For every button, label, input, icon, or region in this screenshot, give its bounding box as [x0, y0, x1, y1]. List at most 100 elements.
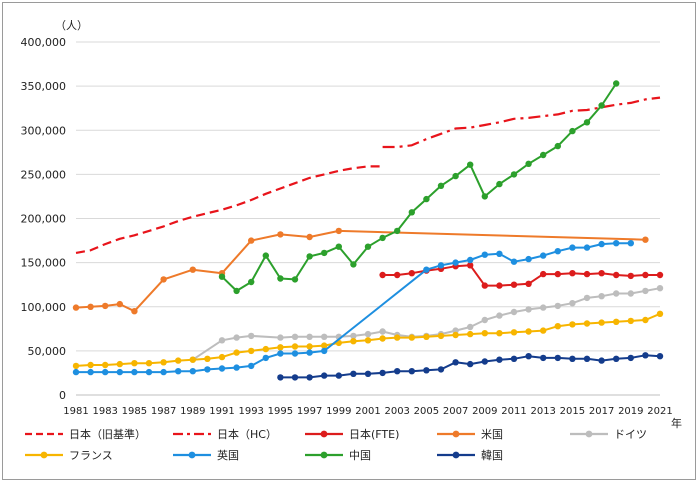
series-5-point: [423, 333, 430, 340]
series-8-point: [306, 374, 313, 381]
series-8-point: [613, 355, 620, 362]
series-5-point: [204, 355, 211, 362]
y-tick-label: 100,000: [21, 301, 67, 314]
series-8-point: [452, 359, 459, 366]
series-6-point: [291, 350, 299, 357]
series-2-group: [379, 262, 664, 289]
series-7-point: [335, 243, 342, 250]
series-7-point: [218, 273, 226, 280]
x-tick-label: 2019: [618, 406, 643, 417]
series-8-point: [481, 358, 488, 365]
series-7-point: [291, 276, 299, 283]
series-4-point: [627, 290, 634, 297]
x-tick-label: 1989: [180, 406, 205, 417]
series-2-point: [627, 272, 634, 280]
series-6-point: [204, 366, 211, 373]
series-2-point: [408, 270, 415, 277]
y-tick-label: 0: [59, 389, 66, 402]
series-4-point: [218, 337, 226, 344]
series-7-point: [452, 172, 459, 180]
series-4-point: [452, 327, 459, 334]
series-2-point: [583, 270, 591, 278]
series-7-line: [221, 82, 618, 292]
series-6-point: [175, 368, 182, 375]
series-8-point: [656, 353, 664, 360]
series-8-point: [554, 354, 561, 362]
series-5-point: [248, 347, 255, 355]
series-6-point: [145, 368, 153, 376]
series-3-line: [75, 229, 646, 313]
series-5-point: [364, 337, 372, 344]
series-3-point: [72, 304, 80, 311]
series-5-point: [87, 361, 94, 369]
series-4-point: [598, 293, 605, 300]
series-1-group: [382, 96, 661, 149]
series-6-point: [496, 250, 503, 257]
series-lines: [72, 80, 664, 381]
series-5-point: [467, 330, 474, 338]
series-8-point: [335, 372, 342, 379]
x-tick-label: 2007: [443, 406, 468, 417]
series-4-point: [583, 294, 591, 302]
series-4-point: [291, 333, 299, 340]
series-5-point: [145, 360, 153, 367]
series-5-point: [583, 320, 591, 327]
series-1-line: [382, 96, 661, 149]
x-tick-label: 2015: [560, 406, 585, 417]
series-4-point: [481, 316, 488, 324]
series-7-point: [262, 252, 269, 259]
x-tick-label: 1991: [209, 406, 234, 417]
x-tick-label: 2009: [472, 406, 497, 417]
legend-entry-5: フランス: [25, 449, 113, 462]
series-7-point: [379, 234, 386, 242]
line-chart: 0 50,000 100,000 150,000 200,000 250,000 300,0…: [21, 19, 683, 462]
y-tick-label: 350,000: [21, 80, 67, 93]
series-4-point: [379, 328, 386, 335]
legend-swatch-marker: [320, 451, 328, 459]
series-2-point: [540, 270, 547, 278]
series-7-point: [408, 209, 415, 216]
series-5-point: [613, 318, 620, 325]
series-6-point: [248, 362, 255, 370]
series-6-point: [467, 256, 474, 264]
series-7-point: [481, 193, 488, 200]
x-tick-label: 2013: [530, 406, 555, 417]
legend-entry-8: 韓国: [437, 449, 503, 462]
series-7-point: [583, 119, 591, 126]
legend-swatch-marker: [452, 430, 460, 438]
legend-swatch-marker: [585, 430, 593, 438]
series-2-point: [656, 271, 664, 279]
series-2-point: [598, 270, 605, 277]
series-5-point: [496, 330, 503, 337]
series-4-point: [525, 306, 532, 313]
series-6-group: [72, 240, 634, 376]
series-7-point: [350, 261, 357, 268]
x-tick-label: 1985: [122, 406, 147, 417]
x-tick-label: 1997: [297, 406, 322, 417]
chart-frame: 0 50,000 100,000 150,000 200,000 250,000 300,0…: [2, 2, 696, 480]
series-6-point: [277, 350, 284, 357]
y-tick-label: 50,000: [28, 345, 67, 358]
x-tick-label: 1995: [268, 406, 293, 417]
series-8-point: [510, 355, 518, 362]
series-3-point: [189, 266, 196, 273]
series-5-point: [554, 323, 561, 330]
series-3-point: [131, 308, 138, 315]
series-6-point: [452, 259, 459, 266]
series-8-point: [423, 367, 430, 374]
series-5-point: [394, 334, 401, 341]
legend-entry-6: 英国: [173, 448, 239, 462]
series-7-point: [277, 275, 284, 282]
series-7-point: [540, 151, 547, 159]
series-3-point: [306, 233, 313, 241]
series-7-point: [613, 80, 620, 87]
x-tick-label: 2017: [589, 406, 614, 417]
x-tick-label: 2011: [501, 406, 526, 417]
gridlines: [76, 41, 660, 352]
legend-entry-4: ドイツ: [570, 428, 647, 441]
series-8-point: [291, 374, 299, 381]
series-2-point: [554, 270, 561, 278]
series-7-point: [496, 180, 503, 188]
series-4-point: [569, 300, 576, 307]
